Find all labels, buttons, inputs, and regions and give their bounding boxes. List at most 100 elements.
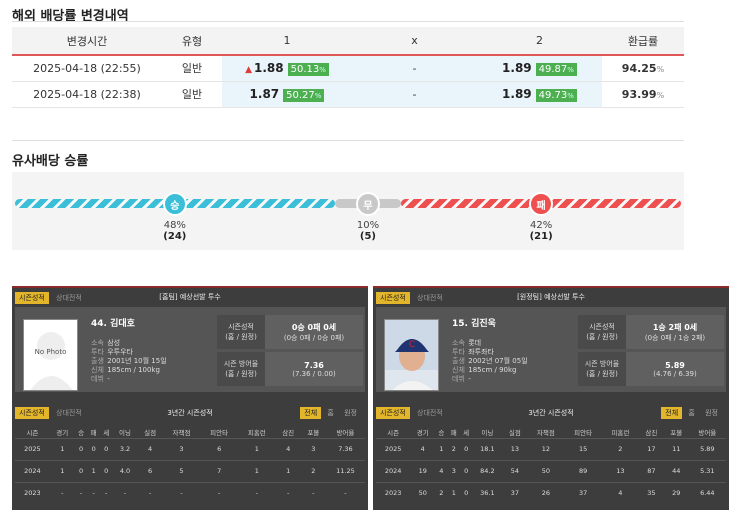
stat-cell: -: [325, 481, 365, 504]
stat-cell: 7: [200, 459, 238, 482]
stat-cell: 5: [162, 459, 201, 482]
stat-cell: 5.89: [688, 437, 726, 460]
stat-cell: 4: [275, 437, 301, 460]
no-photo-icon: [24, 320, 77, 390]
stat-cell: 13: [502, 437, 528, 460]
row-away: 1.89 49.87%: [477, 55, 602, 82]
tab-season-stats[interactable]: 시즌성적: [376, 407, 410, 419]
panel-title: [홈팀] 예상선발 투수: [159, 293, 221, 301]
stat-header: 피홈런: [247, 428, 266, 437]
stat-cell: 3: [300, 437, 326, 460]
tab-away[interactable]: 원정: [344, 409, 357, 417]
row-time: 2025-04-18 (22:55): [12, 55, 162, 82]
table-row: 2025-04-18 (22:55) 일반 ▲ 1.88 50.13% - 1.89…: [12, 55, 684, 82]
stat-header: 패: [90, 428, 97, 437]
stat-header: 포볼: [307, 428, 320, 437]
stat-header: 경기: [416, 428, 429, 437]
stat-header: 시즌: [387, 428, 400, 437]
stat-header: 자책점: [536, 428, 555, 437]
stat-header: 이닝: [481, 428, 494, 437]
stat-header: 삼진: [645, 428, 658, 437]
header-type: 유형: [162, 27, 222, 56]
table-row: 2025 4 1 2 0 18.1 13 12 15 2 17 11 5.89: [376, 437, 726, 460]
stat-cell: 1: [447, 481, 460, 504]
tab-head-to-head[interactable]: 상대전적: [56, 409, 82, 417]
stat-cell: 2023: [376, 481, 411, 504]
tab-season-stats[interactable]: 시즌성적: [15, 292, 49, 304]
stat-header: 승: [78, 428, 85, 437]
stat-cell: 89: [564, 459, 602, 482]
stat-cell: 2025: [376, 437, 411, 460]
header-away: 2: [477, 27, 602, 56]
tab-season-stats[interactable]: 시즌성적: [376, 292, 410, 304]
season-era-label: 시즌 방어율 (홈 / 원정): [584, 360, 620, 378]
pitcher-name[interactable]: 44. 김대호: [91, 319, 135, 329]
stat-header: 방어율: [698, 428, 717, 437]
tab-head-to-head[interactable]: 상대전적: [56, 294, 82, 302]
tab-head-to-head[interactable]: 상대전적: [417, 294, 443, 302]
stat-cell: 4: [435, 459, 448, 482]
season-record-label: 시즌성적 (홈 / 원정): [586, 323, 618, 341]
stat-cell: -: [74, 481, 88, 504]
stat-header: 시즌: [26, 428, 39, 437]
table-row: 2025-04-18 (22:38) 일반 1.87 50.27% - 1.89 4…: [12, 81, 684, 108]
row-type: 일반: [162, 81, 222, 108]
stat-cell: -: [87, 481, 100, 504]
player-info-row: 소속 롯데: [452, 339, 482, 347]
player-info-row: 소속 삼성: [91, 339, 121, 347]
pitcher-name[interactable]: 15. 김진욱: [452, 319, 496, 329]
win-marker: 승: [162, 192, 187, 216]
row-home: 1.87 50.27%: [222, 81, 352, 108]
stat-cell: 4: [137, 437, 163, 460]
stat-header: 승: [438, 428, 445, 437]
tab-all[interactable]: 전체: [661, 407, 683, 419]
up-arrow-icon: ▲: [245, 64, 252, 75]
header-home: 1: [222, 27, 352, 56]
stat-cell: 0: [459, 481, 473, 504]
season-record-box: 시즌성적 (홈 / 원정) 0승 0패 0세 (0승 0패 / 0승 0패): [217, 315, 363, 349]
stat-cell: 2: [601, 437, 639, 460]
table-row: 2023 50 2 1 0 36.1 37 26 37 4 35 29 6.44: [376, 481, 726, 504]
stat-cell: 13: [601, 459, 639, 482]
row-home: ▲ 1.88 50.13%: [222, 55, 352, 82]
tab-home[interactable]: 홈: [327, 409, 334, 417]
stat-cell: 44: [663, 459, 689, 482]
tab-season-stats[interactable]: 시즌성적: [15, 407, 49, 419]
divider: [12, 21, 684, 22]
tab-all[interactable]: 전체: [300, 407, 322, 419]
stat-cell: 0: [99, 459, 113, 482]
tab-home[interactable]: 홈: [688, 409, 695, 417]
row-draw: -: [352, 55, 477, 82]
stat-header: 실점: [508, 428, 521, 437]
stat-cell: 1: [49, 459, 75, 482]
panel-title: [원정팀] 예상선발 투수: [517, 293, 585, 301]
stat-header: 세: [103, 428, 110, 437]
stat-cell: 2024: [15, 459, 50, 482]
similar-odds-title: 유사배당 승률: [12, 154, 89, 169]
player-info-row: 출생 2002년 07월 05일: [452, 357, 528, 365]
stat-cell: 3: [162, 437, 201, 460]
stat-cell: 0: [99, 437, 113, 460]
season-stats-title: 3년간 시즌성적: [528, 409, 574, 417]
stat-cell: 84.2: [472, 459, 503, 482]
home-pitcher-panel: 시즌성적 상대전적 [홈팀] 예상선발 투수 44. 김대호 No Photo …: [12, 286, 368, 510]
stat-cell: 1: [435, 437, 448, 460]
header-payout: 환급률: [602, 27, 684, 56]
season-stats-bar: 시즌성적 상대전적 3년간 시즌성적 전체 홈 원정: [376, 406, 726, 420]
player-photo: C: [384, 319, 439, 391]
tab-away[interactable]: 원정: [705, 409, 718, 417]
odds-change-title: 해외 배당률 변경내역: [12, 9, 129, 24]
stat-cell: 7.36: [325, 437, 365, 460]
stat-cell: 3: [447, 459, 460, 482]
stat-cell: 0: [74, 437, 88, 460]
season-era-value: 7.36 (7.36 / 0.00): [265, 352, 363, 386]
svg-text:C: C: [409, 340, 415, 350]
season-era-label: 시즌 방어율 (홈 / 원정): [223, 360, 259, 378]
stat-cell: 2: [300, 459, 326, 482]
table-row: 2023- - - - - - - - - - - -: [15, 481, 365, 504]
tab-head-to-head[interactable]: 상대전적: [417, 409, 443, 417]
stat-header: 삼진: [282, 428, 295, 437]
row-payout: 93.99%: [602, 81, 684, 108]
season-stats-table: 시즌 경기 승 패 세 이닝 실점 자책점 피안타 피홈런 삼진 포볼 방어율 2025 4 1 2 0 18.1…: [376, 426, 726, 504]
stat-cell: -: [275, 481, 301, 504]
